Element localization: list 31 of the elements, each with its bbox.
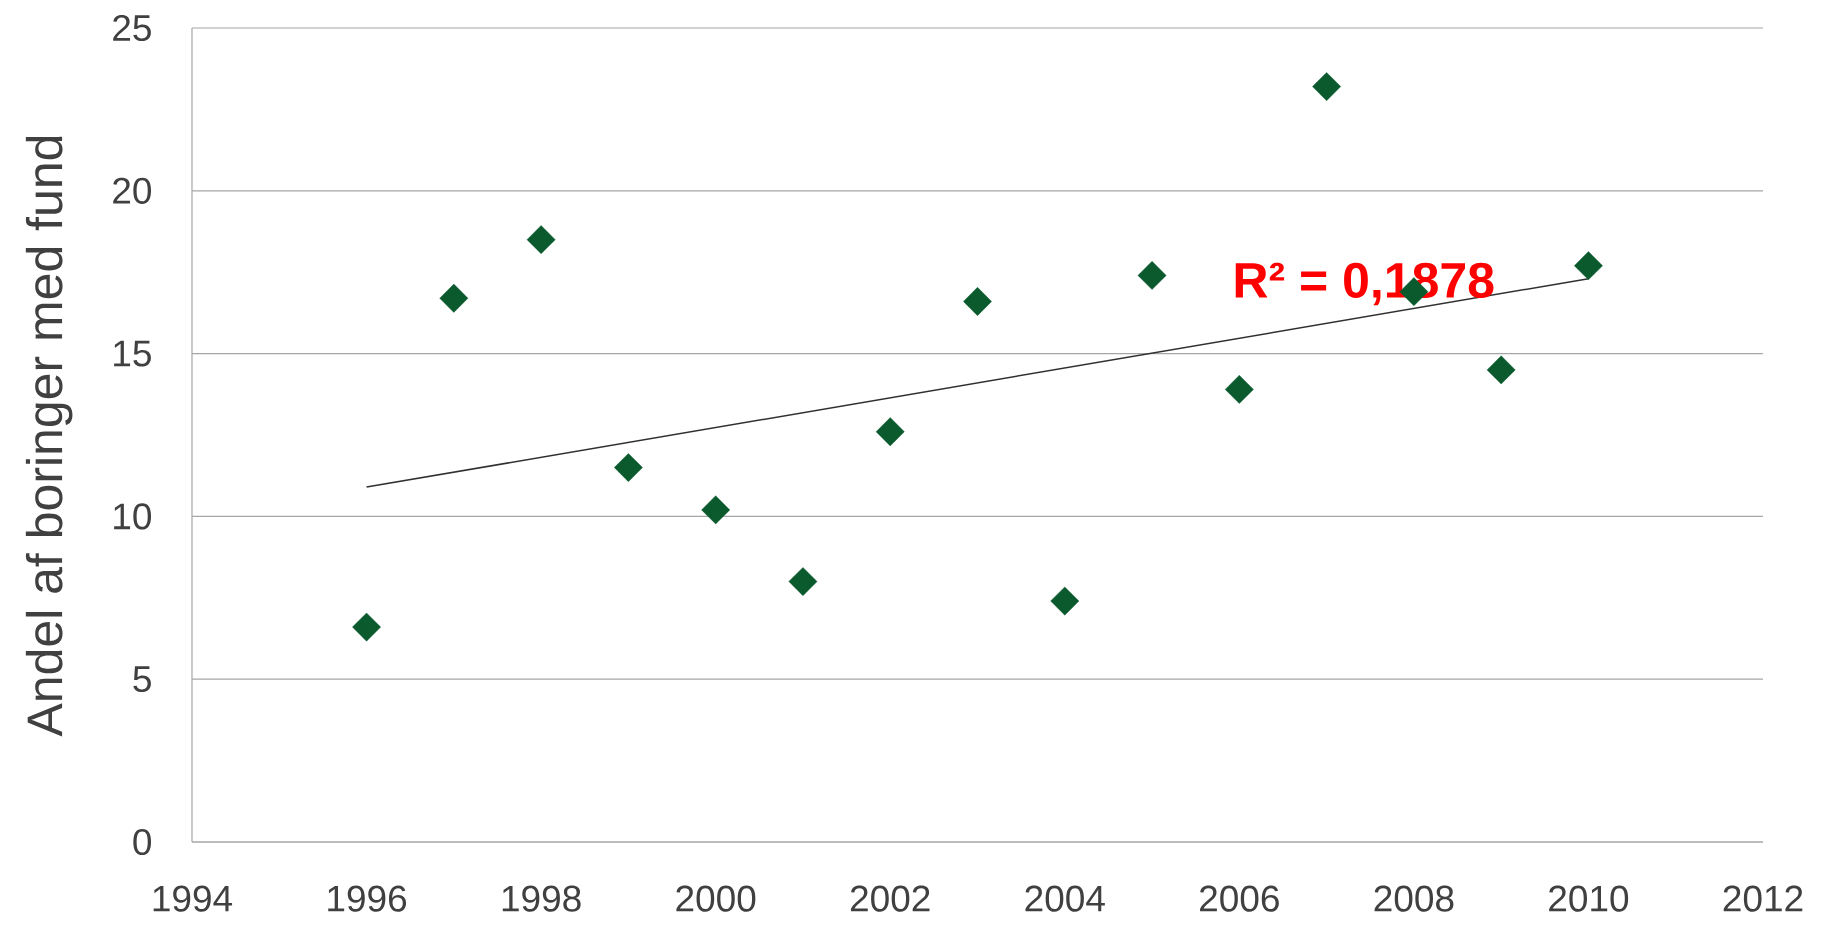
y-tick-label: 10 [114,503,152,530]
x-tick-label: 2002 [850,885,930,912]
x-tick-label: 2008 [1374,885,1454,912]
y-tick-label: 15 [114,340,151,367]
x-tick-label: 2004 [1025,885,1105,912]
y-axis-title: Andel af boringer med fund [25,136,73,737]
x-tick-label: 2010 [1549,885,1629,912]
x-tick-label: 1994 [153,885,233,912]
point [439,283,469,313]
y-tick-label: 25 [113,14,151,42]
point [875,417,905,447]
point [1486,355,1516,385]
point [788,567,818,596]
x-tick-label: 1996 [328,885,407,912]
point [352,612,381,642]
y-tick-label: 5 [133,666,151,693]
y-tick-label: 20 [113,177,152,204]
x-tick-label: 2006 [1200,885,1279,912]
point [701,495,731,525]
point [526,225,556,254]
y-tick-label: 0 [133,828,152,856]
point [1137,261,1167,290]
point [1224,375,1254,404]
point [1312,72,1341,101]
point [963,287,992,316]
x-tick-label: 2000 [676,885,756,912]
x-tick-label: 2012 [1723,885,1803,912]
x-tick-label: 1998 [502,885,581,912]
point [1050,586,1080,616]
point [1574,251,1603,281]
point [614,453,643,482]
